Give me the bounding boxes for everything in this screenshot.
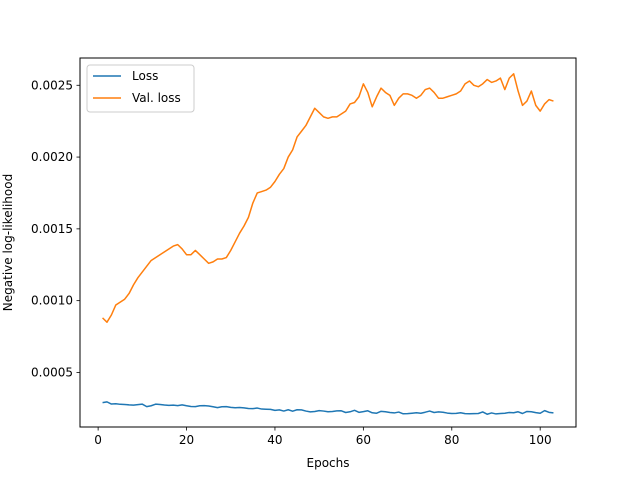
y-axis: 0.0005 0.0010 0.0015 0.0020 0.0025 <box>31 78 80 379</box>
x-tick-label: 100 <box>529 433 552 447</box>
y-tick-label: 0.0005 <box>31 365 73 379</box>
y-tick-label: 0.0010 <box>31 294 73 308</box>
x-tick-label: 20 <box>179 433 194 447</box>
series-line-loss <box>102 401 554 415</box>
x-tick-label: 40 <box>267 433 282 447</box>
x-axis-label: Epochs <box>307 456 350 470</box>
legend: Loss Val. loss <box>86 64 195 113</box>
plot-frame <box>79 57 577 428</box>
series-line-val-loss <box>102 73 554 323</box>
x-tick-label: 60 <box>356 433 371 447</box>
legend-label-loss: Loss <box>132 69 158 83</box>
plot-area <box>80 58 576 427</box>
y-tick-label: 0.0020 <box>31 150 73 164</box>
x-tick-label: 0 <box>94 433 102 447</box>
y-tick-label: 0.0015 <box>31 222 73 236</box>
series-layer <box>102 73 554 415</box>
x-axis: 0 20 40 60 80 100 <box>94 427 552 447</box>
x-tick-label: 80 <box>444 433 459 447</box>
y-axis-label: Negative log-likelihood <box>1 174 15 311</box>
legend-label-val-loss: Val. loss <box>132 91 181 105</box>
y-tick-label: 0.0025 <box>31 78 73 92</box>
